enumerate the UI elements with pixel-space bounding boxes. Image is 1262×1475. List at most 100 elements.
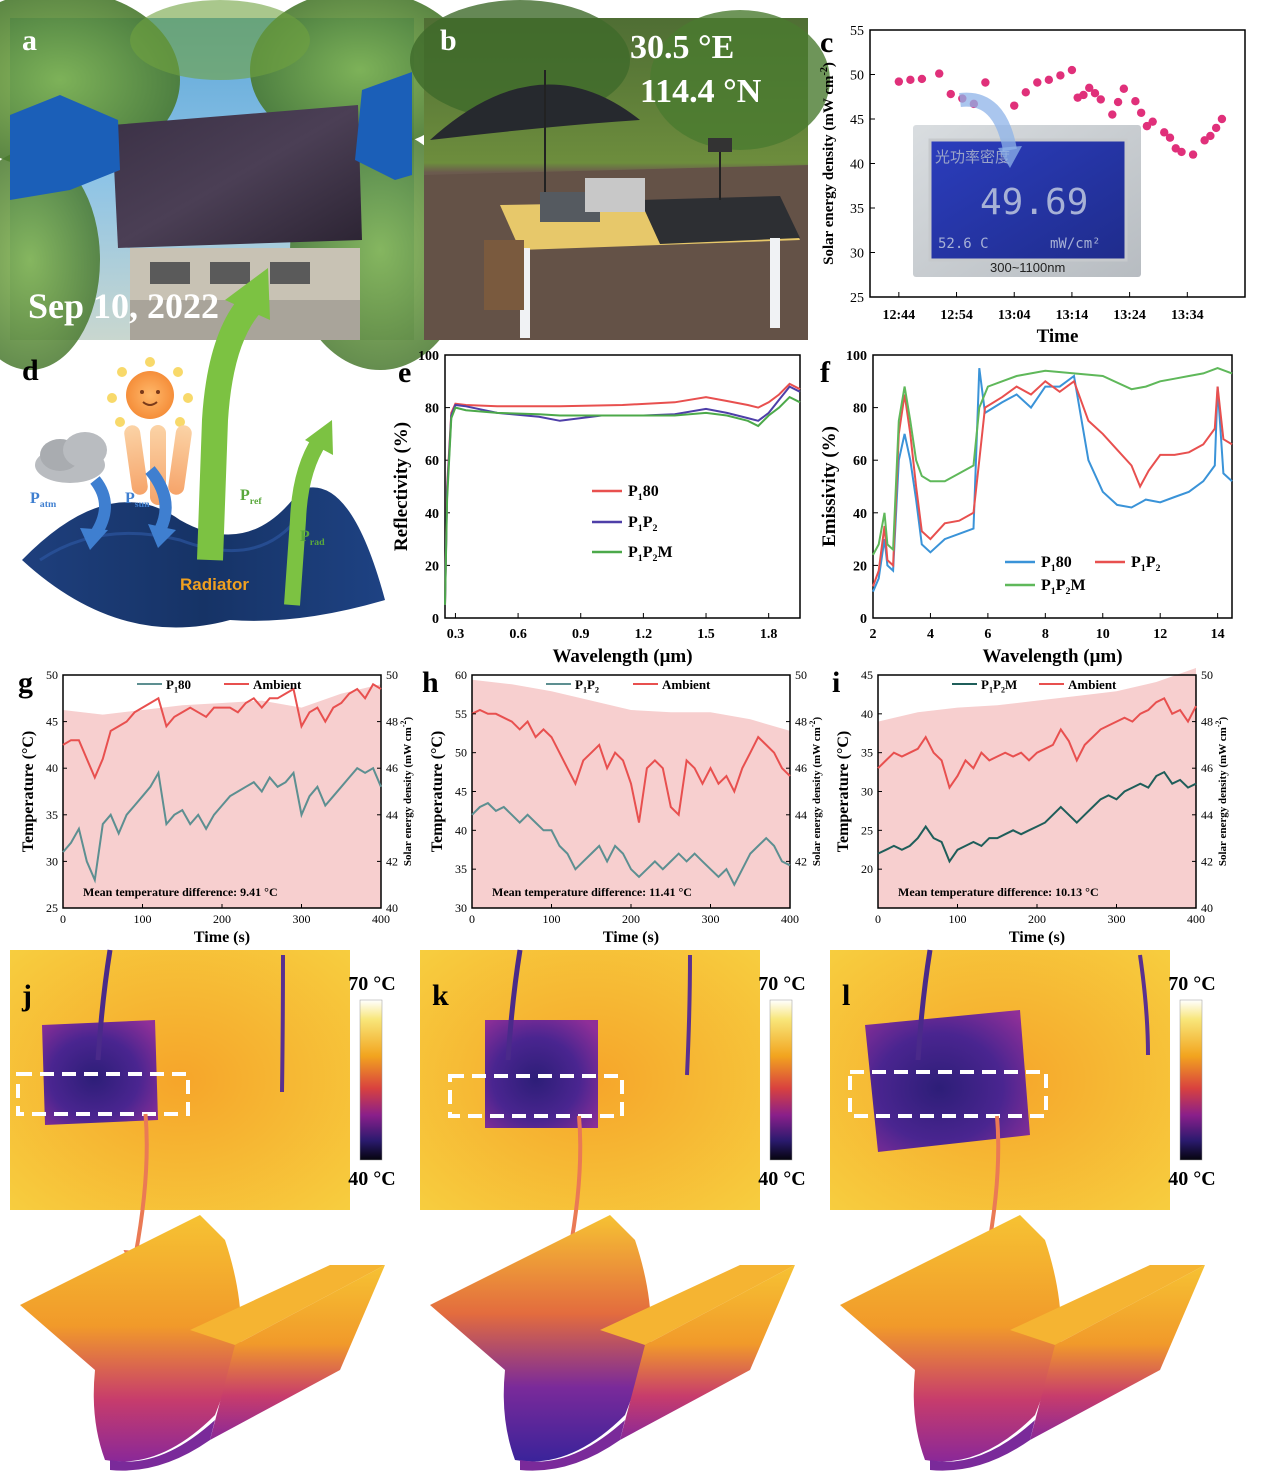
data-point <box>894 77 904 86</box>
meter-chinese-label: 光功率密度 <box>935 148 1010 166</box>
x-tick-label: 6 <box>984 627 991 642</box>
x-tick-label: 400 <box>372 912 390 926</box>
y-tick-label: 40 <box>853 507 867 522</box>
x-axis-title: Time (s) <box>1009 929 1065 946</box>
series-line-P180 <box>62 766 382 884</box>
solar-area <box>878 668 1196 908</box>
x-axis-title: Time (s) <box>603 929 659 946</box>
y-axis-title-close: ) <box>821 62 837 67</box>
rad-arrow <box>284 435 327 606</box>
y-tick-label: 40 <box>46 761 58 775</box>
data-point <box>1079 90 1088 100</box>
data-point <box>1200 136 1209 145</box>
y-right-tick-label: 40 <box>1201 901 1213 915</box>
x-tick-label: 4 <box>927 627 934 642</box>
surface-left-wall <box>840 1215 1061 1462</box>
y-tick-label: 25 <box>46 901 58 915</box>
y-right-tick-label: 44 <box>795 808 807 822</box>
y-axis-title: Emissivity (%) <box>819 426 840 547</box>
x-tick-label: 13:14 <box>1056 308 1089 323</box>
x-tick-label: 0.3 <box>447 627 465 642</box>
legend-entry-P1P2M-sub: 1 <box>989 685 993 694</box>
panel-letter-i: i <box>832 666 840 699</box>
legend-entry-P180-base: P <box>628 483 638 500</box>
x-tick-label: 200 <box>622 912 640 926</box>
y-right-tick-label: 48 <box>795 715 807 729</box>
panel-letter-a: a <box>22 24 37 57</box>
data-point <box>1177 147 1186 157</box>
x-tick-label: 10 <box>1096 627 1110 642</box>
x-tick-label: 200 <box>1028 912 1046 926</box>
data-point <box>1033 78 1042 87</box>
data-point <box>1160 128 1169 137</box>
legend-entry-P1P2-sub2: 2 <box>1156 563 1161 574</box>
meter-temp: 52.6 C <box>938 236 989 252</box>
legend-entry-P1P2-sub2: 2 <box>595 685 599 694</box>
y-tick-label: 40 <box>425 507 439 522</box>
legend-entry-P1P2M-rest: P <box>643 544 653 561</box>
x-tick-label: 200 <box>213 912 231 926</box>
x-tick-label: 12:54 <box>940 308 973 323</box>
y-right-axis-title-sup: -2 <box>399 721 408 728</box>
chart-h-temperature: h 30 35 40 45 50 55 60 42 44 46 48 50 0 100 200 300 400 T… <box>422 666 823 946</box>
y-tick-label: 40 <box>861 707 873 721</box>
legend-entry-P1P2M-sub2: 2 <box>1066 586 1071 597</box>
diagram-label-sun: Psun <box>125 490 150 510</box>
x-tick-label: 400 <box>1187 912 1205 926</box>
x-tick-label: 14 <box>1211 627 1225 642</box>
diagram-label-atm: Patm <box>30 490 57 510</box>
legend-entry-ambient: Ambient <box>662 677 711 692</box>
chart-e-reflectivity: e 0 20 40 60 80 100 0.3 0.6 0.9 1.2 1.5 1.8 Waveleng… <box>391 349 801 667</box>
plot-frame <box>872 354 1233 619</box>
y-right-tick-label: 42 <box>795 854 807 868</box>
data-point <box>935 69 944 78</box>
x-tick-label: 2 <box>870 627 877 642</box>
data-point <box>1044 75 1054 85</box>
y-tick-label: 45 <box>455 785 467 799</box>
series-line-Ambient <box>877 696 1197 790</box>
y-right-tick-label: 50 <box>795 668 807 682</box>
legend-entry-P1P2M-rest: P <box>1056 577 1066 594</box>
scale-min-label: 40 °C <box>1168 1168 1215 1190</box>
color-scale-bar <box>769 999 793 1161</box>
data-point <box>917 74 927 84</box>
x-tick-label: 300 <box>293 912 311 926</box>
x-tick-label: 13:24 <box>1113 308 1146 323</box>
y-tick-label: 50 <box>850 69 864 84</box>
data-point <box>1119 84 1129 93</box>
y-tick-label: 45 <box>861 668 873 682</box>
legend-entry-P1P2M: P1P2M <box>628 544 673 564</box>
data-point <box>1165 133 1175 142</box>
panel-letter-c: c <box>820 26 833 59</box>
y-tick-label: 35 <box>861 746 873 760</box>
selection-box <box>848 1070 1048 1118</box>
x-axis-title: Wavelength (μm) <box>552 646 692 667</box>
y-right-axis-title-sup: -2 <box>1214 721 1223 728</box>
meter-unit: mW/cm² <box>1050 236 1101 252</box>
y-tick-label: 60 <box>425 454 439 469</box>
legend-entry-P180: P180 <box>628 483 659 503</box>
legend-entry-P1P2-sub: 1 <box>1141 563 1146 574</box>
meter-pointer-arrow <box>959 92 1017 152</box>
y-tick-label: 0 <box>432 612 439 627</box>
series-line-Ambient <box>471 708 791 823</box>
diagram-label-sun-sub: sun <box>135 499 150 510</box>
legend-entry-P1P2: P1P2 <box>1131 554 1161 574</box>
y-axis-title: Temperature (°C) <box>835 731 852 852</box>
y-tick-label: 35 <box>455 862 467 876</box>
surface-left-wall <box>430 1215 651 1462</box>
y-axis-title: Temperature (°C) <box>20 731 37 852</box>
surface-right-top <box>600 1265 795 1345</box>
y-right-axis-title-main: Solar energy density (mW cm <box>402 727 414 866</box>
diagram-label-rad-base: P <box>300 528 310 545</box>
y-tick-label: 45 <box>46 715 58 729</box>
legend-entry-P1P2M-tail: M <box>657 544 672 561</box>
diagram-label-sun-base: P <box>125 490 135 507</box>
panel-letter-h: h <box>422 666 439 699</box>
umbrella <box>430 84 640 140</box>
legend-entry-P1P2M-tail: M <box>1005 677 1017 692</box>
data-point <box>1021 88 1030 97</box>
y-tick-label: 20 <box>861 862 873 876</box>
